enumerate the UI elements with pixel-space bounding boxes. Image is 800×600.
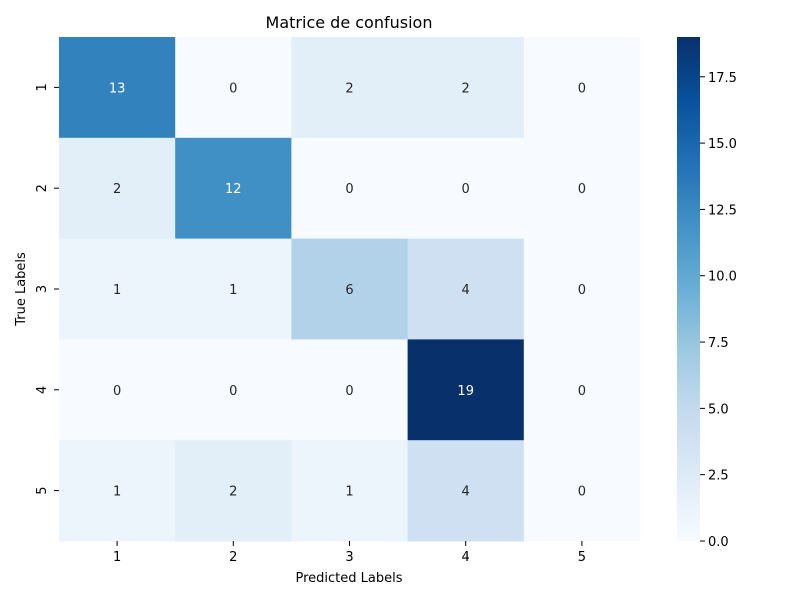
cell-value-label: 0 [229, 81, 237, 96]
x-tick-label: 3 [345, 550, 353, 565]
colorbar-tick-label: 7.5 [708, 336, 729, 351]
cell-value-label: 2 [113, 182, 121, 197]
y-tick-label: 4 [35, 386, 50, 394]
y-tick-label: 1 [35, 83, 50, 91]
cell-value-label: 2 [229, 485, 237, 500]
heatmap-cell [407, 440, 525, 542]
x-tick-label: 4 [462, 550, 470, 565]
y-tick-label: 5 [35, 486, 50, 494]
x-axis-ticks: 1 2 3 4 5 [113, 541, 586, 565]
x-tick-label: 5 [578, 550, 586, 565]
cell-value-label: 4 [462, 283, 470, 298]
heatmap-cell [59, 137, 176, 240]
heatmap-cell [291, 37, 409, 139]
colorbar-tick-label: 2.5 [708, 469, 729, 484]
heatmap-cell [407, 238, 525, 340]
y-axis-label: True Labels [14, 252, 29, 327]
cell-value-label: 0 [229, 384, 237, 399]
heatmap-cell [175, 37, 292, 139]
cell-value-label: 0 [578, 485, 586, 500]
cell-value-label: 2 [345, 81, 353, 96]
heatmap-cell [523, 339, 641, 441]
cell-value-label: 0 [578, 384, 586, 399]
colorbar-tick-label: 15.0 [708, 137, 737, 152]
heatmap-cell [59, 238, 176, 340]
cell-value-label: 2 [462, 81, 470, 96]
colorbar-tick-label: 12.5 [708, 203, 737, 218]
heatmap-cell [175, 339, 292, 441]
colorbar-ticks: 0.0 2.5 5.0 7.5 10.0 12.5 15.0 17.5 [700, 71, 737, 550]
colorbar-tick-label: 5.0 [708, 402, 729, 417]
heatmap-cells [59, 37, 641, 542]
colorbar-tick-label: 10.0 [708, 270, 737, 285]
cell-value-label: 0 [345, 182, 353, 197]
heatmap-cell [523, 137, 641, 240]
heatmap-cell [523, 440, 641, 542]
cell-value-label: 13 [109, 81, 126, 96]
cell-value-label: 1 [229, 283, 237, 298]
y-tick-label: 3 [35, 285, 50, 293]
cell-value-label: 6 [345, 283, 353, 298]
cell-value-label: 0 [345, 384, 353, 399]
cell-value-label: 12 [225, 182, 242, 197]
heatmap-cell [59, 440, 176, 542]
heatmap-cell [291, 238, 409, 340]
heatmap-cell [291, 137, 409, 240]
y-tick-label: 2 [35, 184, 50, 192]
heatmap-cell [175, 440, 292, 542]
heatmap-cell [523, 238, 641, 340]
heatmap-cell [59, 339, 176, 441]
heatmap-cell [407, 137, 525, 240]
cell-value-label: 0 [113, 384, 121, 399]
cell-value-label: 1 [113, 283, 121, 298]
cell-value-label: 0 [462, 182, 470, 197]
cell-value-label: 4 [462, 485, 470, 500]
y-axis-ticks: 1 2 3 4 5 [35, 83, 59, 495]
heatmap-cell [175, 137, 292, 240]
x-axis-label: Predicted Labels [295, 571, 402, 586]
heatmap-cell [407, 37, 525, 139]
heatmap-cell [407, 339, 525, 441]
heatmap-cell [175, 238, 292, 340]
colorbar: 0.0 2.5 5.0 7.5 10.0 12.5 15.0 17.5 [677, 37, 737, 550]
cell-value-label: 19 [457, 384, 474, 399]
cell-value-label: 0 [578, 81, 586, 96]
x-tick-label: 2 [229, 550, 237, 565]
heatmap-cell [291, 339, 409, 441]
colorbar-tick-label: 17.5 [708, 71, 737, 86]
chart-title: Matrice de confusion [266, 13, 433, 32]
colorbar-tick-label: 0.0 [708, 535, 729, 550]
heatmap-cell [291, 440, 409, 542]
cell-value-label: 1 [345, 485, 353, 500]
colorbar-gradient [677, 37, 700, 541]
x-tick-label: 1 [113, 550, 121, 565]
cell-value-label: 1 [113, 485, 121, 500]
cell-value-label: 0 [578, 182, 586, 197]
heatmap-cell [59, 37, 176, 139]
heatmap-cell-labels: 13 0 2 2 02 12 0 0 01 1 6 4 00 0 0 19 01 2 1 4 0 [109, 81, 586, 499]
heatmap-cell [523, 37, 641, 139]
cell-value-label: 0 [578, 283, 586, 298]
